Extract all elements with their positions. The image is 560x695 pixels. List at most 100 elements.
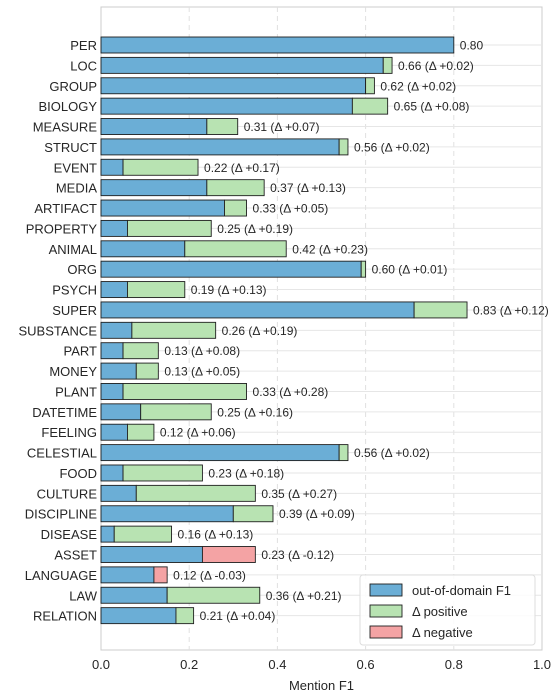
bar-delta-positive xyxy=(122,158,199,176)
data-label: 0.16 (Δ +0.13) xyxy=(178,528,254,542)
category-label: RELATION xyxy=(33,609,97,624)
data-label: 0.26 (Δ +0.19) xyxy=(222,324,298,338)
bar-out-of-domain xyxy=(100,219,128,237)
legend-box xyxy=(359,574,536,646)
category-label: LAW xyxy=(69,588,97,603)
data-label: 0.21 (Δ +0.04) xyxy=(200,609,276,623)
data-label: 0.62 (Δ +0.02) xyxy=(380,79,456,93)
category-label: MEDIA xyxy=(56,181,98,196)
category-label: PLANT xyxy=(55,384,97,399)
data-label: 0.31 (Δ +0.07) xyxy=(244,120,320,134)
bar-delta-positive xyxy=(166,586,261,604)
data-label: 0.19 (Δ +0.13) xyxy=(191,283,267,297)
category-label: MONEY xyxy=(49,364,97,379)
bar-delta-positive xyxy=(127,219,212,237)
legend-label: Δ negative xyxy=(412,625,473,640)
bar-delta-positive xyxy=(360,260,367,278)
category-label: LOC xyxy=(70,58,97,73)
x-axis-label: Mention F1 xyxy=(289,678,354,693)
category-label: PSYCH xyxy=(52,283,97,298)
bar-delta-positive xyxy=(206,118,239,135)
bar-delta-negative xyxy=(201,546,256,563)
bar-out-of-domain xyxy=(100,36,455,54)
category-label: DATETIME xyxy=(32,405,97,420)
bars xyxy=(100,36,468,625)
data-label: 0.22 (Δ +0.17) xyxy=(204,161,280,175)
x-tick-label: 0.0 xyxy=(92,657,110,672)
bar-out-of-domain xyxy=(100,403,142,421)
category-label: STRUCT xyxy=(44,140,97,155)
data-label: 0.35 (Δ +0.27) xyxy=(261,487,337,501)
data-label: 0.23 (Δ +0.18) xyxy=(208,466,284,480)
legend-swatch xyxy=(369,604,403,618)
category-label: EVENT xyxy=(54,160,97,175)
data-label: 0.13 (Δ +0.05) xyxy=(164,365,240,379)
category-label: PROPERTY xyxy=(26,221,98,236)
data-label: 0.56 (Δ +0.02) xyxy=(354,140,430,154)
category-label: PART xyxy=(64,344,98,359)
data-label: 0.23 (Δ -0.12) xyxy=(261,548,334,562)
bar-out-of-domain xyxy=(100,56,384,74)
category-label: SUPER xyxy=(52,303,97,318)
bar-delta-positive xyxy=(131,321,217,339)
data-label: 0.80 xyxy=(460,39,484,53)
data-label: 0.33 (Δ +0.05) xyxy=(253,202,329,216)
data-label: 0.37 (Δ +0.13) xyxy=(270,181,346,195)
x-tick-label: 0.4 xyxy=(268,657,286,672)
category-label: MEASURE xyxy=(33,120,98,135)
category-label: SUBSTANCE xyxy=(19,323,98,338)
legend-swatch xyxy=(369,625,403,639)
bar-out-of-domain xyxy=(100,118,208,135)
bar-delta-positive xyxy=(338,138,349,156)
bar-delta-positive xyxy=(122,464,203,482)
category-label: GROUP xyxy=(49,79,97,94)
data-label: 0.39 (Δ +0.09) xyxy=(279,507,355,521)
data-label: 0.12 (Δ +0.06) xyxy=(160,426,236,440)
bar-out-of-domain xyxy=(100,301,415,319)
legend-label: Δ positive xyxy=(412,604,468,619)
bar-out-of-domain xyxy=(100,362,137,380)
bar-out-of-domain xyxy=(100,444,340,462)
category-label: ARTIFACT xyxy=(34,201,97,216)
data-label: 0.12 (Δ -0.03) xyxy=(173,568,246,582)
x-tick-label: 0.2 xyxy=(180,657,198,672)
bar-out-of-domain xyxy=(100,138,340,156)
x-tick-label: 0.8 xyxy=(445,657,463,672)
bar-out-of-domain xyxy=(100,77,367,95)
data-label: 0.65 (Δ +0.08) xyxy=(394,100,470,114)
bar-out-of-domain xyxy=(100,607,177,625)
bar-delta-positive xyxy=(135,484,256,502)
bar-out-of-domain xyxy=(100,423,128,441)
category-label: ORG xyxy=(67,262,97,277)
category-label: ANIMAL xyxy=(49,242,97,257)
legend: out-of-domain F1 Δ positive Δ negative xyxy=(359,574,536,646)
bar-delta-positive xyxy=(338,444,349,462)
data-label: 0.60 (Δ +0.01) xyxy=(372,263,448,277)
bar-out-of-domain xyxy=(100,199,225,217)
bar-delta-positive xyxy=(206,179,265,197)
data-labels: 0.80 0.66 (Δ +0.02) 0.62 (Δ +0.02) 0.65 (Δ … xyxy=(160,39,549,624)
bar-out-of-domain xyxy=(100,179,208,197)
bar-delta-positive xyxy=(175,607,195,625)
bar-out-of-domain xyxy=(100,505,234,523)
bar-delta-positive xyxy=(135,362,159,380)
bar-out-of-domain xyxy=(100,525,115,543)
bar-delta-positive xyxy=(184,240,287,258)
bar-out-of-domain xyxy=(100,158,124,176)
data-label: 0.13 (Δ +0.08) xyxy=(164,344,240,358)
bar-delta-positive xyxy=(232,505,274,523)
data-label: 0.42 (Δ +0.23) xyxy=(292,242,368,256)
bar-out-of-domain xyxy=(100,321,133,339)
bar-delta-positive xyxy=(413,301,468,319)
bar-out-of-domain xyxy=(100,546,203,563)
category-label: LANGUAGE xyxy=(25,568,98,583)
x-tick-labels: 0.0 0.2 0.4 0.6 0.8 1.0 xyxy=(92,657,551,672)
bar-delta-positive xyxy=(224,199,247,217)
bar-out-of-domain xyxy=(100,566,155,584)
category-label: FOOD xyxy=(59,466,97,481)
bar-delta-positive xyxy=(365,77,375,95)
data-label: 0.56 (Δ +0.02) xyxy=(354,446,430,460)
category-label: FEELING xyxy=(41,425,97,440)
data-label: 0.25 (Δ +0.19) xyxy=(217,222,293,236)
